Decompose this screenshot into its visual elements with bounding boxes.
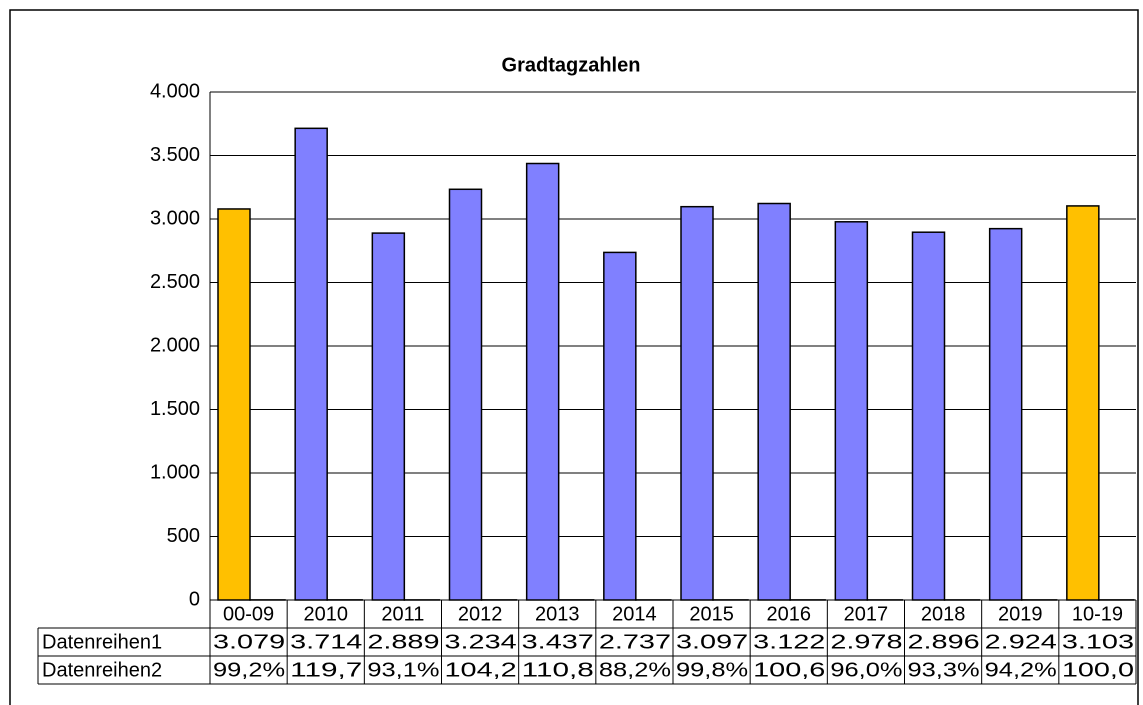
y-tick-label: 2.500 [150, 271, 200, 293]
bar [217, 208, 251, 601]
table-value: 93,1% [367, 659, 439, 681]
table-value: 2.924 [985, 631, 1057, 653]
table-value: 96,0% [830, 659, 902, 681]
x-tick-label: 2011 [381, 603, 424, 625]
x-tick-label: 2016 [767, 603, 812, 625]
table-value: 104,2 [445, 659, 517, 681]
legend-label: Datenreihen2 [42, 659, 162, 681]
table-value: 110,8 [522, 659, 594, 681]
bar [680, 205, 714, 601]
y-tick-label: 3.500 [150, 144, 200, 166]
x-tick-label: 10-19 [1072, 603, 1123, 625]
y-tick-label: 500 [167, 525, 200, 547]
table-value: 3.097 [676, 631, 748, 653]
table-value: 99,2% [213, 659, 285, 681]
bar [834, 221, 869, 601]
table-value: 94,2% [985, 659, 1057, 681]
table-value: 2.737 [599, 631, 671, 653]
table-value: 2.889 [367, 631, 439, 653]
y-tick-label: 1.500 [150, 398, 200, 420]
x-tick-label: 2013 [535, 603, 580, 625]
table-value: 100,0 [1062, 659, 1134, 681]
x-tick-label: 00-09 [223, 603, 274, 625]
x-tick-label: 2015 [689, 603, 734, 625]
bar [1066, 205, 1100, 601]
chart-border [9, 9, 1139, 705]
x-tick-label: 2014 [612, 603, 657, 625]
bar [371, 232, 406, 601]
bar [911, 231, 946, 601]
table-value: 88,2% [599, 659, 671, 681]
x-tick-label: 2017 [844, 603, 889, 625]
y-tick-label: 3.000 [150, 207, 200, 229]
y-tick-label: 2.000 [150, 334, 200, 356]
y-tick-label: 0 [189, 588, 200, 610]
x-tick-label: 2018 [921, 603, 966, 625]
table-value: 100,6 [753, 659, 825, 681]
table-value: 2.978 [830, 631, 902, 653]
table-value: 99,8% [676, 659, 748, 681]
x-tick-label: 2010 [304, 603, 349, 625]
x-tick-label: 2012 [458, 603, 503, 625]
chart-title: Gradtagzahlen [502, 54, 641, 76]
bar [603, 251, 637, 601]
table-value: 93,3% [908, 659, 980, 681]
table-value: 3.714 [290, 631, 362, 653]
bar [294, 127, 328, 601]
table-value: 3.234 [445, 631, 517, 653]
table-value: 3.103 [1062, 631, 1134, 653]
legend-label: Datenreihen1 [42, 631, 162, 653]
x-tick-label: 2019 [998, 603, 1043, 625]
table-value: 3.437 [522, 631, 594, 653]
table-value: 3.079 [213, 631, 285, 653]
y-tick-label: 1.000 [150, 461, 200, 483]
bar [757, 202, 791, 601]
bar [988, 227, 1023, 601]
table-value: 119,7 [290, 659, 362, 681]
bar [525, 162, 560, 601]
table-value: 2.896 [908, 631, 980, 653]
y-tick-label: 4.000 [150, 80, 200, 102]
table-value: 3.122 [753, 631, 825, 653]
bar [448, 188, 483, 601]
